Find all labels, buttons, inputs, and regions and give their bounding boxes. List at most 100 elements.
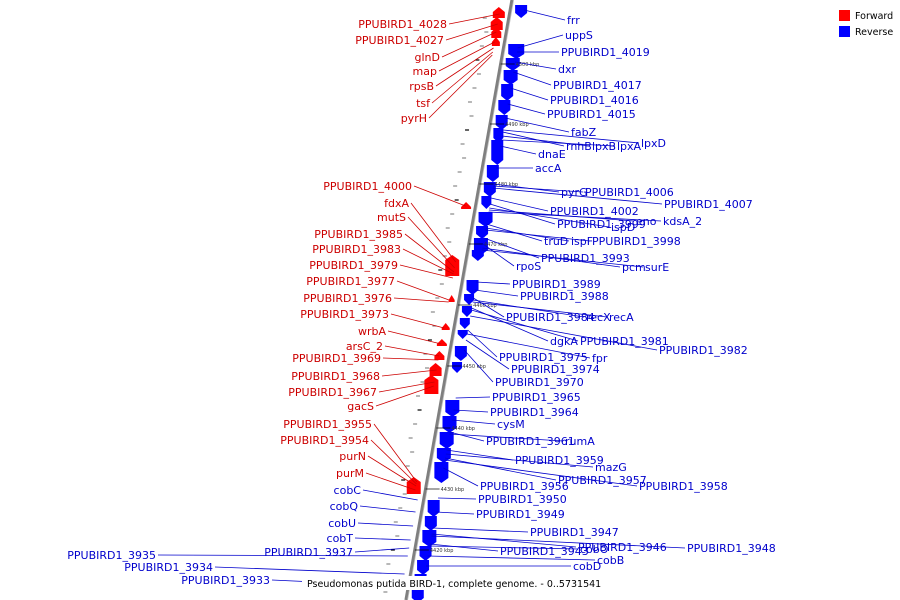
reverse-gene-label-right: lpxA [617, 140, 642, 153]
leader-line [472, 301, 608, 318]
reverse-gene-label-right: cobO [580, 543, 609, 556]
forward-gene-label: glnD [415, 51, 440, 64]
forward-gene-label: purN [339, 450, 366, 463]
reverse-gene-label-right: mazG [595, 461, 627, 474]
leader-line [514, 61, 557, 70]
reverse-gene-label-right: PPUBIRD1_3974 [511, 363, 600, 376]
scale-tick-label: 4470 kbp [484, 242, 508, 248]
leader-line [465, 339, 510, 370]
leader-line [482, 243, 515, 267]
reverse-gene-4 [501, 84, 514, 101]
reverse-gene-label-right: PPUBIRD1_3984 [506, 311, 595, 324]
reverse-gene-label-right: pyrG [561, 186, 588, 199]
leader-line [524, 9, 566, 21]
reverse-gene-label-right: recX [586, 311, 611, 324]
reverse-gene-1 [508, 44, 525, 59]
leader-line [485, 229, 591, 242]
reverse-gene-label-right: PPUBIRD1_3956 [480, 480, 569, 493]
leader-line [410, 202, 457, 263]
reverse-gene-0 [515, 5, 528, 18]
reverse-gene-label-right: PPUBIRD1_4019 [561, 46, 650, 59]
leader-line [449, 431, 485, 442]
reverse-gene-label-left: cobQ [330, 500, 359, 513]
legend-reverse-label: Reverse [855, 27, 893, 38]
reverse-gene-26 [436, 448, 451, 463]
scale-tick-label: 4460 kbp [473, 303, 497, 309]
reverse-gene-label-left: cobU [328, 517, 356, 530]
forward-gene-label: gacS [347, 400, 374, 413]
leader-line [375, 385, 434, 407]
forward-gene-label: fdxA [384, 197, 409, 210]
reverse-gene-label-right: PPUBIRD1_3982 [659, 344, 748, 357]
reverse-gene-label-right: PPUBIRD1_3989 [512, 278, 601, 291]
scale-tick-label: 4490 kbp [505, 122, 529, 128]
forward-gene-label: PPUBIRD1_3977 [306, 275, 395, 288]
reverse-gene-label-left: cobT [327, 532, 354, 545]
forward-gene-0 [492, 7, 505, 18]
reverse-gene-25 [439, 432, 454, 449]
reverse-gene-label-right: PPUBIRD1_3961 [486, 435, 575, 448]
leader-line [370, 439, 417, 485]
forward-gene-label: PPUBIRD1_3968 [291, 370, 380, 383]
leader-line [446, 449, 514, 461]
leader-line [445, 457, 557, 481]
reverse-gene-label-right: ispF [571, 235, 593, 248]
leader-line [463, 349, 494, 383]
reverse-gene-32 [417, 560, 430, 575]
leader-line [354, 537, 411, 541]
leader-line [493, 185, 584, 193]
reverse-gene-label-right: recA [609, 311, 634, 324]
leader-line [445, 453, 594, 468]
leader-line [488, 211, 662, 222]
reverse-gene-label-right: dnaE [538, 148, 566, 161]
leader-line [451, 419, 496, 425]
forward-gene-2 [491, 27, 502, 38]
leader-line [510, 87, 549, 101]
reverse-gene-label-left: PPUBIRD1_3937 [264, 546, 353, 559]
reverse-gene-label-right: frr [567, 14, 580, 27]
forward-gene-label: pyrH [401, 112, 427, 125]
leader-line [365, 472, 416, 491]
leader-line [390, 313, 445, 329]
forward-gene-label: mutS [377, 211, 406, 224]
forward-gene-11 [424, 375, 439, 394]
forward-gene-7 [441, 323, 450, 330]
scale-tick-label: 4420 kbp [430, 548, 454, 554]
reverse-gene-2 [505, 58, 520, 71]
reverse-gene-label-right: rnhB [566, 140, 592, 153]
legend-reverse-swatch [839, 26, 850, 37]
leader-line [467, 329, 498, 358]
leader-line [449, 433, 564, 442]
reverse-gene-label-right: kdsA_2 [663, 215, 702, 228]
leader-line [517, 34, 564, 49]
leader-line [373, 423, 418, 483]
leader-line [502, 131, 565, 147]
reverse-gene-label-left: cobC [334, 484, 362, 497]
leader-line [214, 566, 405, 575]
reverse-gene-label-left: PPUBIRD1_3933 [181, 574, 270, 587]
forward-gene-label: PPUBIRD1_3985 [314, 228, 403, 241]
reverse-gene-27 [434, 462, 449, 483]
leader-line [407, 216, 455, 269]
leader-line [382, 357, 439, 361]
legend: Forward Reverse [839, 10, 893, 38]
forward-gene-label: arsC_2 [346, 340, 383, 353]
leader-line [157, 554, 408, 557]
reverse-gene-label-right: dxr [558, 63, 576, 76]
reverse-gene-17 [464, 294, 475, 305]
leader-line [367, 455, 417, 487]
reverse-gene-label-right: PPUBIRD1_4017 [553, 79, 642, 92]
leader-line [384, 345, 440, 357]
reverse-gene-28 [427, 500, 440, 517]
reverse-gene-label-right: PPUBIRD1_3946 [578, 541, 667, 554]
forward-gene-9 [434, 351, 445, 360]
tick-layer: 4500 kbp 4490 kbp 4480 kbp 4470 kbp 4460 kbp… [414, 62, 539, 554]
reverse-gene-label-right: PPUBIRD1_3957 [558, 474, 647, 487]
reverse-gene-label-right: PPUBIRD1_3959 [515, 454, 604, 467]
forward-gene-label: PPUBIRD1_3954 [280, 434, 369, 447]
leader-line [501, 135, 591, 147]
leader-line [427, 555, 596, 561]
